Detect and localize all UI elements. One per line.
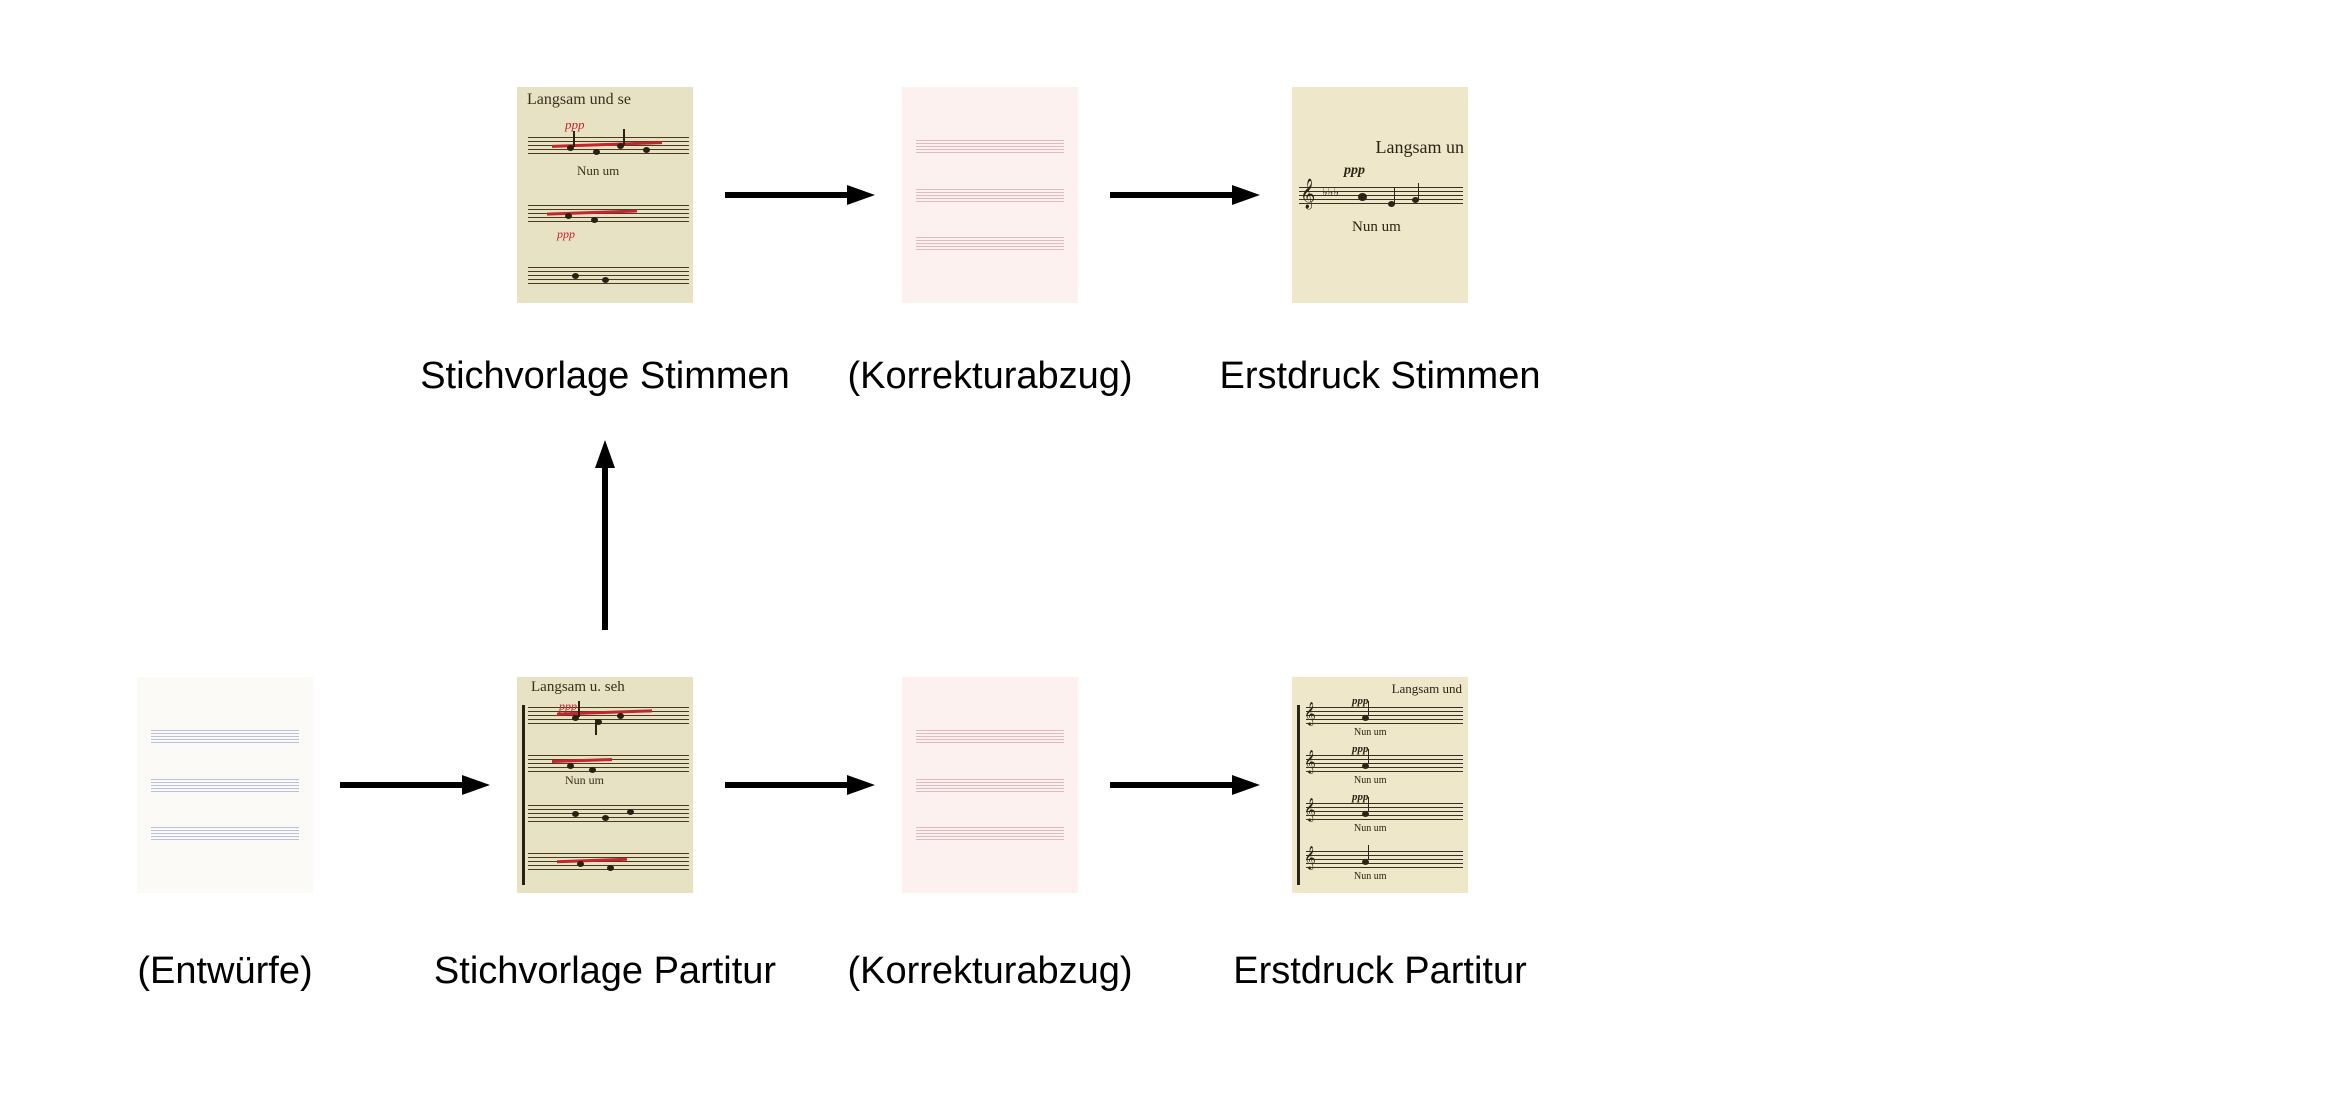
- node-erstdruck-stimmen: Langsam un ppp 𝄞 ♭♭♭ Nun um: [1292, 87, 1468, 303]
- caption-stichvorlage-stimmen: Stichvorlage Stimmen: [420, 355, 790, 398]
- thumb-erstdruck-partitur: Langsam und 𝄞 ppp Nun um 𝄞 ppp Nun um 𝄞 …: [1292, 677, 1468, 893]
- thumb-korrekturabzug-stimmen: [902, 87, 1078, 303]
- diagram-canvas: (Entwürfe) Langsam u. seh ppp Nun um: [0, 0, 2333, 1114]
- arrow-korrpartitur-to-erstpartitur: [1110, 770, 1260, 800]
- thumb-entwuerfe: [137, 677, 313, 893]
- caption-erstdruck-stimmen: Erstdruck Stimmen: [1220, 355, 1541, 398]
- thumb-erstdruck-stimmen: Langsam un ppp 𝄞 ♭♭♭ Nun um: [1292, 87, 1468, 303]
- thumb-stichvorlage-partitur: Langsam u. seh ppp Nun um: [517, 677, 693, 893]
- caption-korrekturabzug-stimmen: (Korrekturabzug): [847, 355, 1132, 398]
- ms-tempo-text: Langsam u. seh: [531, 679, 625, 696]
- node-erstdruck-partitur: Langsam und 𝄞 ppp Nun um 𝄞 ppp Nun um 𝄞 …: [1292, 677, 1468, 893]
- node-korrekturabzug-partitur: [902, 677, 1078, 893]
- node-stichvorlage-stimmen: Langsam und se ppp Nun um ppp: [517, 87, 693, 303]
- arrow-stichvstimmen-to-korrstimmen: [725, 180, 875, 210]
- arrow-entwuerfe-to-stichvpartitur: [340, 770, 490, 800]
- node-korrekturabzug-stimmen: [902, 87, 1078, 303]
- thumb-korrekturabzug-partitur: [902, 677, 1078, 893]
- node-entwuerfe: [137, 677, 313, 893]
- caption-entwuerfe: (Entwürfe): [137, 950, 312, 993]
- arrow-stichvpartitur-to-korrpartitur: [725, 770, 875, 800]
- caption-korrekturabzug-partitur: (Korrekturabzug): [847, 950, 1132, 993]
- caption-stichvorlage-partitur: Stichvorlage Partitur: [434, 950, 776, 993]
- thumb-stichvorlage-stimmen: Langsam und se ppp Nun um ppp: [517, 87, 693, 303]
- node-stichvorlage-partitur: Langsam u. seh ppp Nun um: [517, 677, 693, 893]
- arrow-stichvpartitur-to-stichvstimmen: [590, 440, 620, 630]
- caption-erstdruck-partitur: Erstdruck Partitur: [1233, 950, 1527, 993]
- arrow-korrstimmen-to-erststimmen: [1110, 180, 1260, 210]
